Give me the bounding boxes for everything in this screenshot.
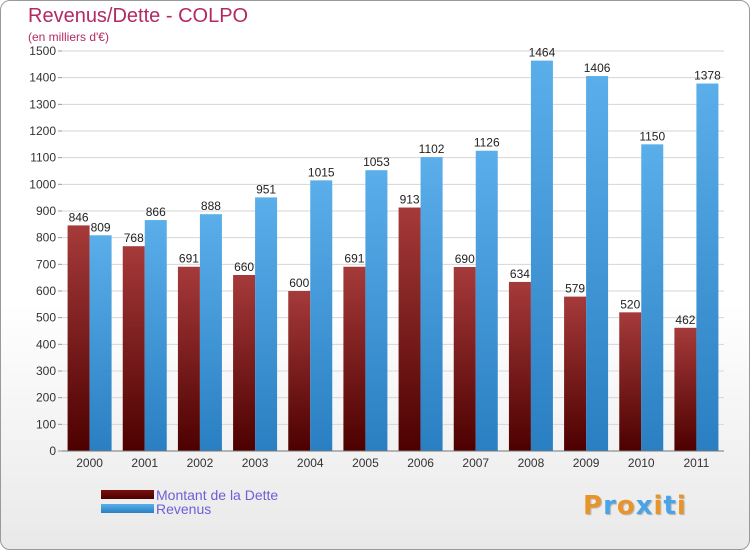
data-label-dette: 690 — [455, 252, 475, 266]
logo-letter: P — [583, 491, 604, 521]
logo-letter: i — [653, 491, 664, 521]
y-tick-label: 100 — [36, 417, 56, 431]
data-label-dette: 579 — [565, 282, 585, 296]
y-tick-label: 900 — [36, 204, 56, 218]
bar-dette — [674, 327, 697, 451]
data-label-revenus: 888 — [201, 199, 221, 213]
logo-letter: r — [603, 491, 617, 521]
x-tick-label: 2008 — [518, 456, 545, 470]
bar-dette — [453, 267, 476, 451]
logo-letter: i — [676, 491, 687, 521]
y-tick-label: 1100 — [30, 151, 56, 165]
y-tick-label: 0 — [49, 444, 56, 458]
legend-swatch-dette — [101, 490, 154, 499]
bar-dette — [508, 281, 531, 451]
y-tick-label: 600 — [36, 284, 56, 298]
y-tick-label: 300 — [36, 364, 56, 378]
bar-dette — [619, 312, 642, 451]
x-tick-label: 2002 — [187, 456, 214, 470]
y-tick-label: 1400 — [29, 71, 56, 85]
x-tick-label: 2005 — [352, 456, 379, 470]
data-label-revenus: 1053 — [363, 155, 390, 169]
bar-dette — [233, 275, 256, 451]
data-label-revenus: 1150 — [639, 129, 665, 143]
y-tick-label: 200 — [36, 391, 56, 405]
x-tick-label: 2003 — [242, 456, 269, 470]
bar-revenus — [365, 170, 388, 451]
proxiti-logo: Proxiti — [583, 491, 687, 521]
y-tick-label: 1300 — [29, 97, 56, 111]
data-label-revenus: 1464 — [529, 46, 556, 60]
bar-dette — [67, 225, 90, 451]
x-tick-label: 2000 — [76, 456, 103, 470]
legend-label-revenus: Revenus — [156, 501, 212, 517]
x-axis-ticks: 2000 2001 2002 2003 2004 2005 2006 2007 2008 2009… — [76, 456, 709, 470]
bar-revenus — [586, 76, 609, 452]
bar-dette — [122, 246, 145, 451]
y-axis-ticks: 0 100 200 300 400 500 600 700 800 900 1000 1100 1200… — [29, 44, 62, 458]
data-label-dette: 520 — [620, 297, 640, 311]
bar-revenus — [255, 197, 278, 451]
legend-swatch-revenus — [101, 504, 154, 513]
bar-dette — [564, 296, 587, 451]
logo-letter: t — [663, 491, 677, 521]
data-label-revenus: 951 — [256, 182, 276, 196]
data-label-revenus: 1406 — [584, 61, 611, 75]
logo-letter: o — [616, 491, 636, 521]
y-tick-label: 400 — [36, 337, 56, 351]
data-label-revenus: 1378 — [694, 69, 721, 83]
y-tick-label: 700 — [36, 257, 56, 271]
bar-revenus — [696, 83, 719, 452]
bar-revenus — [89, 235, 112, 451]
grid-lines — [62, 50, 724, 452]
bars — [67, 60, 719, 452]
chart-subtitle: (en milliers d'€) — [28, 30, 109, 44]
bar-dette — [343, 266, 366, 451]
bar-dette — [288, 291, 311, 451]
x-tick-label: 2001 — [131, 456, 158, 470]
data-label-dette: 462 — [675, 313, 695, 327]
data-label-revenus: 866 — [146, 205, 166, 219]
bar-revenus — [420, 157, 443, 451]
x-tick-label: 2010 — [628, 456, 655, 470]
y-tick-label: 500 — [36, 311, 56, 325]
bar-dette — [177, 266, 200, 451]
bar-revenus — [641, 144, 664, 452]
y-tick-label: 1200 — [29, 124, 56, 138]
data-label-dette: 691 — [344, 252, 364, 266]
chart-title: Revenus/Dette - COLPO — [28, 5, 249, 27]
legend-label-dette: Montant de la Dette — [156, 487, 279, 503]
bar-revenus — [144, 220, 167, 451]
x-tick-label: 2011 — [684, 456, 710, 470]
data-label-dette: 634 — [510, 267, 530, 281]
data-label-revenus: 1102 — [419, 142, 445, 156]
data-label-revenus: 1015 — [308, 165, 335, 179]
data-label-dette: 768 — [124, 231, 144, 245]
bar-revenus — [310, 180, 333, 452]
y-tick-label: 1000 — [29, 177, 56, 191]
y-tick-label: 800 — [36, 231, 56, 245]
bar-revenus — [199, 214, 222, 451]
logo-letter: x — [635, 491, 654, 521]
x-tick-label: 2007 — [462, 456, 489, 470]
data-label-dette: 600 — [289, 276, 309, 290]
data-label-dette: 846 — [69, 210, 89, 224]
bar-revenus — [530, 60, 553, 451]
x-tick-label: 2009 — [573, 456, 600, 470]
data-label-revenus: 809 — [91, 220, 111, 234]
x-tick-label: 2006 — [407, 456, 434, 470]
data-label-dette: 660 — [234, 260, 254, 274]
y-tick-label: 1500 — [29, 44, 56, 58]
data-label-dette: 691 — [179, 252, 199, 266]
data-label-dette: 913 — [400, 193, 420, 207]
bar-dette — [398, 207, 421, 451]
data-label-revenus: 1126 — [474, 136, 500, 150]
bar-revenus — [475, 150, 498, 451]
x-tick-label: 2004 — [297, 456, 324, 470]
